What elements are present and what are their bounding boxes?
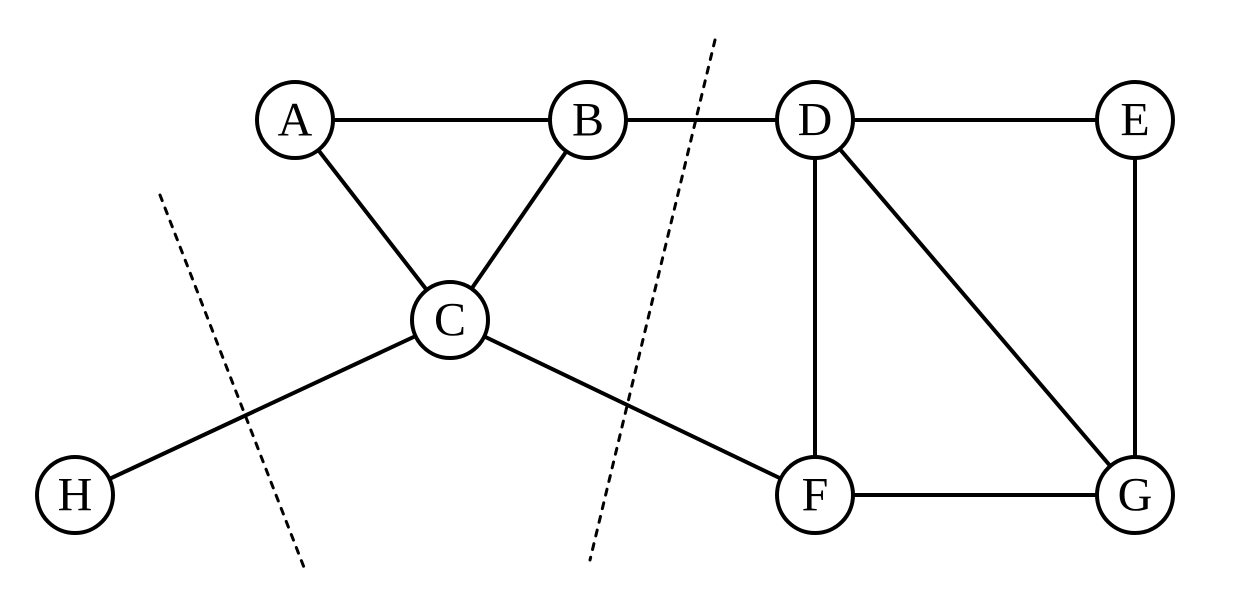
- node-D: D: [777, 82, 853, 158]
- node-G: G: [1097, 457, 1173, 533]
- edges-layer: [75, 120, 1135, 495]
- node-C: C: [412, 282, 488, 358]
- node-H-label: H: [58, 469, 93, 522]
- edge-C-H: [75, 320, 450, 495]
- nodes-layer: A B C D E F G H: [37, 82, 1173, 533]
- node-C-label: C: [434, 294, 466, 347]
- node-A-label: A: [278, 94, 313, 147]
- node-B-label: B: [572, 94, 604, 147]
- node-H: H: [37, 457, 113, 533]
- node-B: B: [550, 82, 626, 158]
- node-D-label: D: [798, 94, 833, 147]
- node-A: A: [257, 82, 333, 158]
- node-E: E: [1097, 82, 1173, 158]
- node-E-label: E: [1120, 94, 1149, 147]
- divider-1: [160, 195, 305, 570]
- edge-D-G: [815, 120, 1135, 495]
- node-G-label: G: [1118, 469, 1153, 522]
- network-diagram: A B C D E F G H: [0, 0, 1240, 598]
- edge-C-F: [450, 320, 815, 495]
- node-F-label: F: [802, 469, 829, 522]
- node-F: F: [777, 457, 853, 533]
